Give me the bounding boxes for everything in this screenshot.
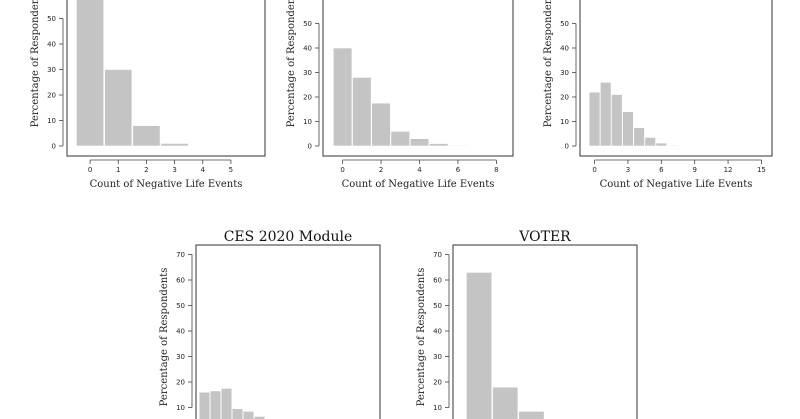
- bar: [448, 144, 468, 147]
- x-tick-label: 4: [201, 166, 206, 174]
- chart-title: VOTER: [518, 229, 571, 245]
- bar: [160, 143, 189, 147]
- bar: [644, 137, 656, 147]
- bar: [466, 272, 493, 419]
- x-axis-label: Count of Negative Life Events: [600, 179, 753, 190]
- chart-title: CES 2020 Module: [224, 229, 353, 245]
- x-axis-label: Count of Negative Life Events: [90, 179, 243, 190]
- y-axis-label: Percentage of Respondents: [159, 268, 170, 407]
- y-tick-label: 50: [176, 302, 185, 310]
- y-tick-label: 20: [47, 92, 56, 100]
- bar: [220, 388, 233, 419]
- y-tick-label: 40: [47, 41, 56, 49]
- x-tick-label: 12: [724, 166, 733, 174]
- x-tick-label: 9: [692, 166, 696, 174]
- y-axis-label: Percentage of Respondents: [543, 0, 554, 127]
- y-tick-label: 10: [433, 404, 442, 412]
- y-axis-label: Percentage of Respondents: [286, 0, 297, 127]
- chart-panel-3: 0 10 20 30 40 50 0 3 6 9 12 15 Count of Negative Lif…: [543, 0, 773, 190]
- y-tick-label: 10: [176, 404, 185, 412]
- bar: [231, 408, 244, 419]
- bar: [352, 77, 372, 147]
- x-tick-label: 0: [88, 166, 92, 174]
- x-tick-label: 2: [379, 166, 383, 174]
- x-axis-label: Count of Negative Life Events: [342, 179, 495, 190]
- bar: [622, 111, 634, 147]
- y-tick-label: 20: [176, 379, 185, 387]
- bar: [492, 386, 519, 419]
- bar: [390, 131, 410, 147]
- x-tick-label: 0: [592, 166, 596, 174]
- y-tick-label: 50: [47, 15, 56, 23]
- chart-panel-4: 10 20 30 40 50 60 70 Percentage of Respondents C…: [159, 229, 381, 419]
- bar: [655, 142, 668, 147]
- y-tick-label: 10: [303, 118, 312, 126]
- y-tick-label: 10: [47, 117, 56, 125]
- bar: [666, 144, 679, 147]
- bar: [242, 411, 255, 419]
- x-tick-label: 0: [340, 166, 344, 174]
- x-tick-label: 6: [456, 166, 461, 174]
- bar: [518, 411, 545, 419]
- x-tick-label: 1: [116, 166, 120, 174]
- y-tick-label: 40: [433, 328, 442, 336]
- y-tick-label: 30: [303, 69, 312, 77]
- y-tick-label: 0: [308, 143, 312, 151]
- y-tick-label: 10: [560, 118, 569, 126]
- bar: [611, 94, 623, 147]
- y-tick-label: 50: [433, 302, 442, 310]
- bar: [76, 0, 105, 147]
- bar: [332, 47, 353, 147]
- y-tick-label: 50: [560, 20, 569, 28]
- bar: [588, 91, 601, 147]
- x-tick-label: 8: [494, 166, 498, 174]
- y-tick-label: 60: [176, 277, 185, 285]
- y-tick-label: 0: [565, 143, 569, 151]
- y-tick-label: 60: [433, 277, 442, 285]
- bar: [198, 391, 211, 419]
- y-tick-label: 30: [433, 353, 442, 361]
- bar: [253, 416, 266, 419]
- bar: [429, 143, 449, 147]
- x-tick-label: 2: [144, 166, 148, 174]
- chart-panel-1: 0 10 20 30 40 50 0 1 2 3 4 5 Count of Negative Life …: [30, 0, 266, 190]
- x-tick-label: 6: [659, 166, 664, 174]
- y-tick-label: 20: [433, 379, 442, 387]
- x-tick-label: 5: [229, 166, 233, 174]
- y-tick-label: 20: [303, 94, 312, 102]
- bar: [132, 125, 161, 147]
- bar: [104, 69, 133, 147]
- y-tick-label: 0: [52, 143, 56, 151]
- x-tick-label: 3: [172, 166, 176, 174]
- chart-panel-2: 0 10 20 30 40 50 0 2 4 6 8 Count of Negative Life E…: [286, 0, 514, 190]
- y-axis-label: Percentage of Respondents: [30, 0, 41, 127]
- y-tick-label: 40: [560, 45, 569, 53]
- x-tick-label: 4: [417, 166, 422, 174]
- y-tick-label: 70: [176, 251, 185, 259]
- y-tick-label: 30: [176, 353, 185, 361]
- bar: [633, 127, 645, 147]
- x-tick-label: 15: [757, 166, 766, 174]
- x-tick-label: 3: [626, 166, 630, 174]
- chart-panel-5: 10 20 30 40 50 60 70 Percentage of Respondents V…: [416, 229, 638, 419]
- y-tick-label: 50: [303, 20, 312, 28]
- y-axis-label: Percentage of Respondents: [416, 268, 427, 407]
- y-tick-label: 40: [303, 45, 312, 53]
- bar: [371, 102, 391, 147]
- y-tick-label: 20: [560, 94, 569, 102]
- bar: [409, 138, 430, 147]
- y-tick-label: 70: [433, 251, 442, 259]
- bar: [599, 82, 612, 147]
- y-tick-label: 30: [47, 66, 56, 74]
- y-tick-label: 30: [560, 69, 569, 77]
- bar: [209, 390, 222, 419]
- y-tick-label: 40: [176, 328, 185, 336]
